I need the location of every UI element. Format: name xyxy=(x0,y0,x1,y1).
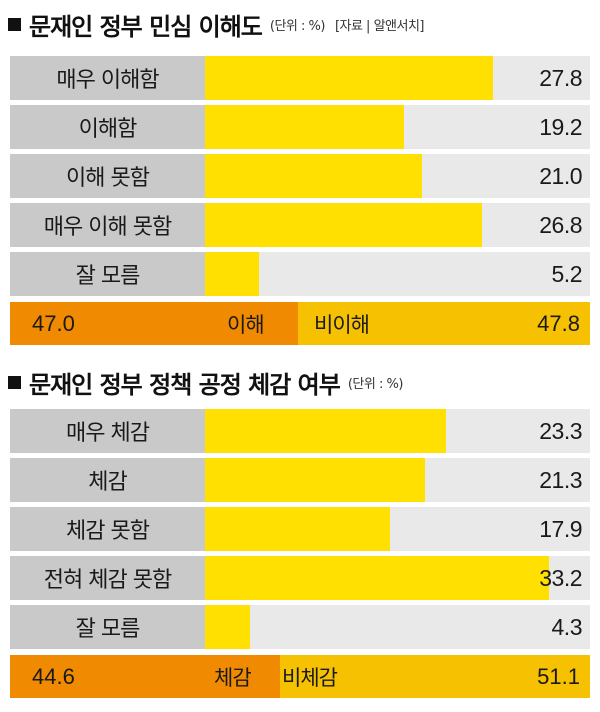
chart-1-summary-right-label: 비이해 xyxy=(314,312,370,337)
chart-1-bar xyxy=(205,105,404,149)
chart-2-summary-right-value: 51.1 xyxy=(537,663,580,689)
chart-2-value-label: 33.2 xyxy=(539,564,582,591)
chart-1-summary-left-value: 47.0 xyxy=(32,310,75,336)
chart-1-row: 이해 못함 21.0 xyxy=(10,154,590,198)
chart-2-title: 문재인 정부 정책 공정 체감 여부 xyxy=(29,370,341,399)
chart-2-bar xyxy=(205,409,446,453)
chart-1-summary-bar: 47.0 이해 비이해 47.8 xyxy=(10,302,590,345)
chart-2-summary-right-segment xyxy=(280,655,590,698)
chart-2-category-label: 매우 체감 xyxy=(10,409,205,453)
bullet-square-icon xyxy=(8,375,21,389)
chart-2-value-label: 21.3 xyxy=(539,466,582,493)
chart-2-bar xyxy=(205,556,549,600)
chart-2-row: 전혀 체감 못함 33.2 xyxy=(10,556,590,600)
chart-1-value-label: 21.0 xyxy=(539,162,582,189)
chart-2-value-label: 4.3 xyxy=(551,613,583,640)
chart-2-value-label: 17.9 xyxy=(539,515,582,542)
chart-1-value-label: 5.2 xyxy=(551,260,583,287)
chart-2-row: 체감 못함 17.9 xyxy=(10,507,590,551)
chart-1-bar xyxy=(205,252,259,296)
chart-1-bar xyxy=(205,203,482,247)
chart-1-category-label: 매우 이해 못함 xyxy=(10,203,205,247)
chart-1-row: 이해함 19.2 xyxy=(10,105,590,149)
chart-1-value-label: 27.8 xyxy=(539,64,582,91)
bullet-square-icon xyxy=(8,17,21,31)
chart-2-category-label: 체감 xyxy=(10,458,205,502)
chart-2-row: 잘 모름 4.3 xyxy=(10,605,590,649)
chart-1-category-label: 이해함 xyxy=(10,105,205,149)
chart-1-bar xyxy=(205,154,422,198)
chart-2-summary-left-value: 44.6 xyxy=(32,663,75,689)
chart-1-value-label: 19.2 xyxy=(539,113,582,140)
chart-1-value-label: 26.8 xyxy=(539,211,582,238)
chart-2-value-label: 23.3 xyxy=(539,417,582,444)
chart-1-row: 매우 이해함 27.8 xyxy=(10,56,590,100)
chart-1-row: 잘 모름 5.2 xyxy=(10,252,590,296)
chart-2-bar xyxy=(205,458,425,502)
chart-2-bar xyxy=(205,507,390,551)
chart-1-category-label: 이해 못함 xyxy=(10,154,205,198)
chart-2-row: 매우 체감 23.3 xyxy=(10,409,590,453)
chart-2-category-label: 체감 못함 xyxy=(10,507,205,551)
chart-2-title-row: 문재인 정부 정책 공정 체감 여부 (단위 : %) xyxy=(8,362,403,402)
chart-1-unit: (단위 : %) xyxy=(269,18,326,34)
chart-1-category-label: 잘 모름 xyxy=(10,252,205,296)
chart-1-summary-left-label: 이해 xyxy=(227,312,265,337)
chart-1-title-row: 문재인 정부 민심 이해도 (단위 : %) [자료 | 알앤서치] xyxy=(8,4,425,44)
chart-2-summary-left-label: 체감 xyxy=(214,665,252,690)
chart-2-bar xyxy=(205,605,250,649)
chart-2-summary-right-label: 비체감 xyxy=(282,665,338,690)
chart-2-category-label: 잘 모름 xyxy=(10,605,205,649)
chart-1-category-label: 매우 이해함 xyxy=(10,56,205,100)
chart-1-title: 문재인 정부 민심 이해도 xyxy=(29,12,263,41)
chart-1-summary-left-segment xyxy=(10,302,298,345)
chart-2-unit: (단위 : %) xyxy=(347,376,404,392)
chart-2-summary-bar: 44.6 체감 비체감 51.1 xyxy=(10,655,590,698)
chart-1-summary-right-segment xyxy=(298,302,590,345)
chart-1-row: 매우 이해 못함 26.8 xyxy=(10,203,590,247)
chart-1-summary-right-value: 47.8 xyxy=(537,310,580,336)
chart-1-source: [자료 | 알앤서치] xyxy=(334,18,425,34)
chart-1-bar xyxy=(205,56,493,100)
chart-2-row: 체감 21.3 xyxy=(10,458,590,502)
chart-2-summary-left-segment xyxy=(10,655,280,698)
chart-2-category-label: 전혀 체감 못함 xyxy=(10,556,205,600)
